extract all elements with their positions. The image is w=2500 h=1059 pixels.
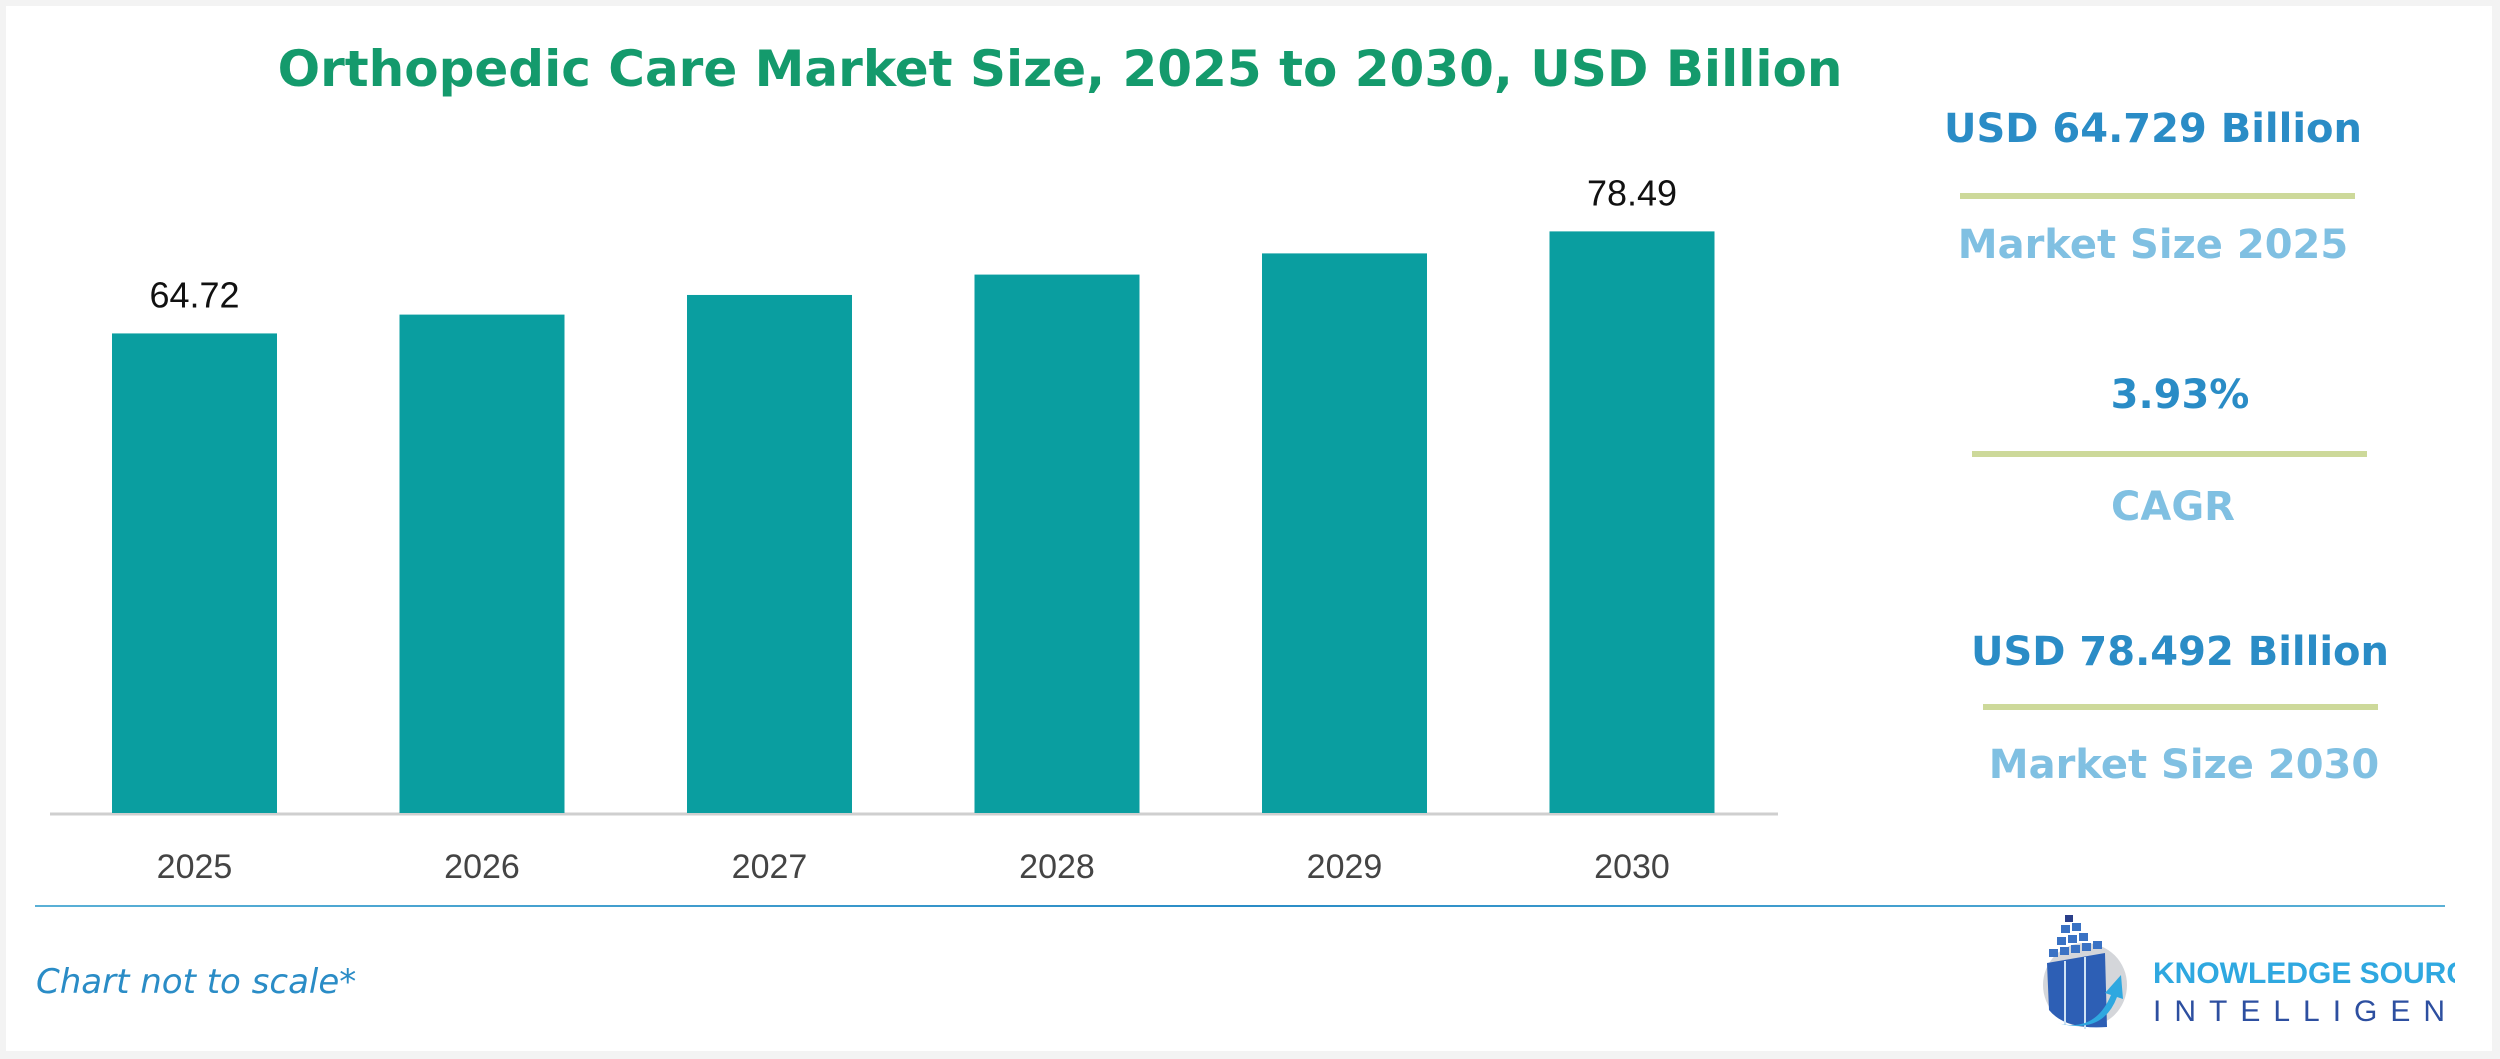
divider bbox=[1983, 704, 2378, 710]
x-tick-label: 2026 bbox=[444, 848, 520, 886]
logo-text: KNOWLEDGE SOURCING bbox=[2153, 957, 2455, 990]
x-tick-label: 2025 bbox=[157, 848, 233, 886]
bar-chart: 2025 64.72 2026 2027 2028 2029 2030 78.49 bbox=[50, 172, 1778, 886]
bar-2026 bbox=[399, 314, 565, 813]
bar-2025 bbox=[112, 333, 277, 813]
divider bbox=[1960, 193, 2355, 199]
market-size-2030-value: USD 78.492 Billion bbox=[1971, 629, 2389, 675]
market-size-2030-label: Market Size 2030 bbox=[1988, 742, 2380, 788]
chart-title: Orthopedic Care Market Size, 2025 to 203… bbox=[277, 40, 1843, 98]
cagr-label: CAGR bbox=[2111, 484, 2235, 530]
x-tick-label: 2029 bbox=[1307, 848, 1383, 886]
divider bbox=[1972, 451, 2367, 457]
bar-2029 bbox=[1262, 253, 1427, 814]
x-tick-label: 2027 bbox=[732, 848, 808, 886]
bar-2027 bbox=[687, 294, 852, 813]
data-label: 78.49 bbox=[1587, 172, 1677, 213]
footer-divider bbox=[35, 905, 2445, 907]
cagr-value: 3.93% bbox=[2110, 372, 2250, 418]
chart-note: Chart not to scale* bbox=[36, 962, 357, 1002]
data-label: 64.72 bbox=[149, 274, 239, 315]
bar-2030 bbox=[1549, 231, 1715, 813]
x-tick-label: 2028 bbox=[1019, 848, 1095, 886]
company-logo: KNOWLEDGE SOURCING INTELLIGENCE bbox=[2043, 915, 2455, 1029]
bar-2028 bbox=[974, 274, 1140, 814]
market-size-2025-value: USD 64.729 Billion bbox=[1944, 106, 2362, 152]
market-size-2025-label: Market Size 2025 bbox=[1957, 222, 2349, 268]
logo-text: INTELLIGENCE bbox=[2153, 995, 2455, 1028]
x-tick-label: 2030 bbox=[1594, 848, 1670, 886]
